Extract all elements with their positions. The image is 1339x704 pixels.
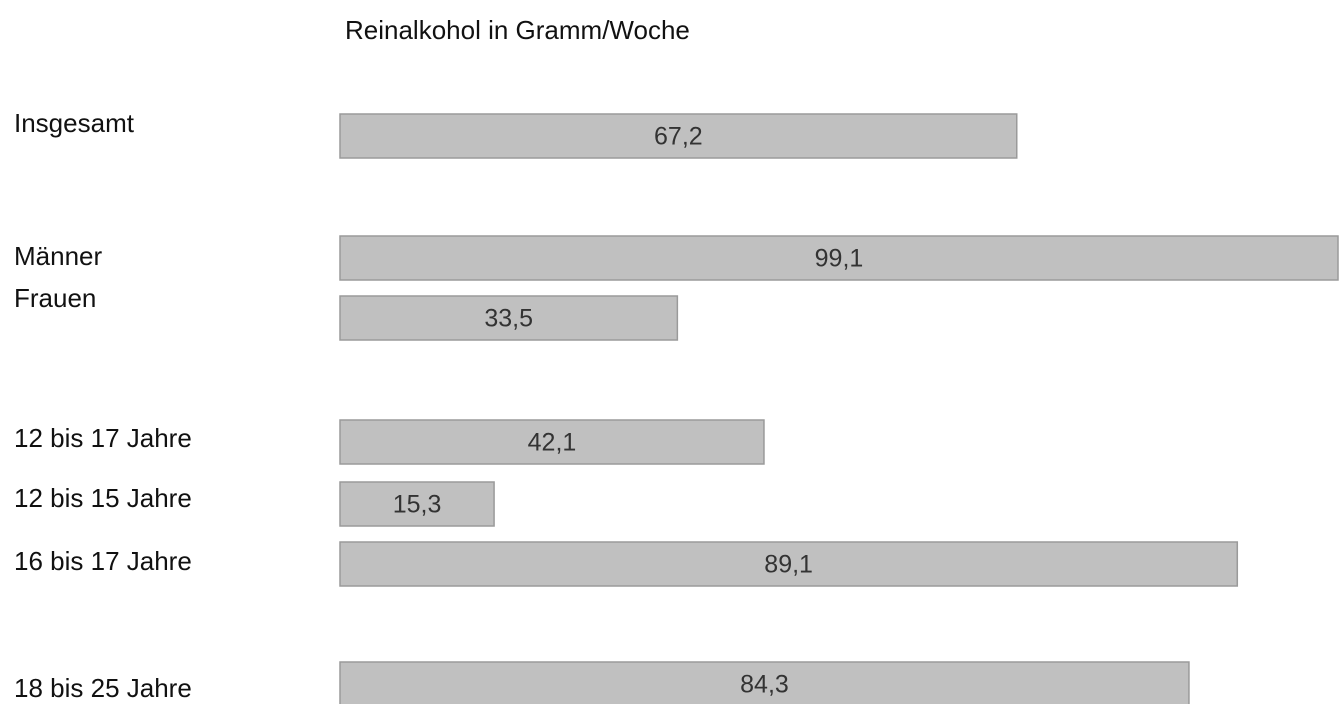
bar <box>339 113 1018 159</box>
category-label: Insgesamt <box>14 108 135 138</box>
chart-title: Reinalkohol in Gramm/Woche <box>345 15 690 45</box>
bar <box>339 419 765 465</box>
bar <box>339 235 1339 281</box>
value-label: 15,3 <box>393 491 442 519</box>
bar <box>339 295 679 341</box>
value-label: 42,1 <box>528 429 577 457</box>
value-label: 89,1 <box>764 551 813 579</box>
category-label: 16 bis 17 Jahre <box>14 546 192 576</box>
category-label: 18 bis 25 Jahre <box>14 673 192 703</box>
value-label: 84,3 <box>740 671 789 699</box>
category-label: Frauen <box>14 283 96 313</box>
value-label: 33,5 <box>484 305 533 333</box>
bar <box>339 541 1239 587</box>
value-label: 99,1 <box>815 245 864 273</box>
value-label: 67,2 <box>654 123 703 151</box>
bar <box>339 661 1190 704</box>
category-label: 12 bis 17 Jahre <box>14 423 192 453</box>
bar <box>339 481 495 527</box>
category-label: Männer <box>14 241 102 271</box>
category-label: 12 bis 15 Jahre <box>14 483 192 513</box>
